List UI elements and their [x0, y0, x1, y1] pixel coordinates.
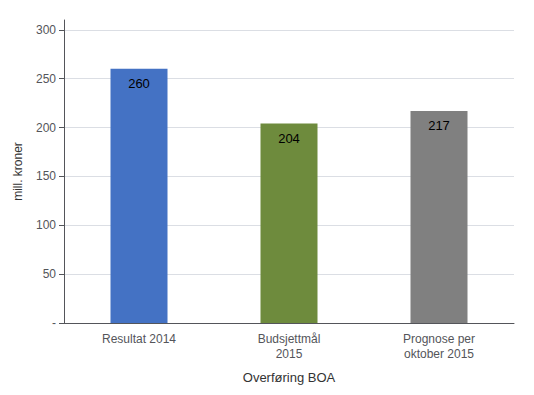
svg-text:204: 204 [278, 131, 300, 146]
svg-text:oktober 2015: oktober 2015 [404, 347, 474, 361]
svg-text:300: 300 [36, 23, 56, 37]
svg-text:-: - [52, 316, 56, 330]
svg-text:Resultat 2014: Resultat 2014 [102, 332, 176, 346]
svg-text:mill. kroner: mill. kroner [11, 142, 25, 201]
svg-text:150: 150 [36, 169, 56, 183]
svg-text:2015: 2015 [276, 347, 303, 361]
svg-text:Prognose per: Prognose per [403, 332, 475, 346]
svg-text:50: 50 [43, 267, 57, 281]
svg-text:200: 200 [36, 121, 56, 135]
svg-text:100: 100 [36, 218, 56, 232]
svg-text:Overføring BOA: Overføring BOA [243, 370, 336, 385]
svg-text:217: 217 [428, 118, 450, 133]
svg-text:Budsjettmål: Budsjettmål [258, 332, 321, 346]
svg-text:260: 260 [128, 76, 150, 91]
svg-text:250: 250 [36, 72, 56, 86]
